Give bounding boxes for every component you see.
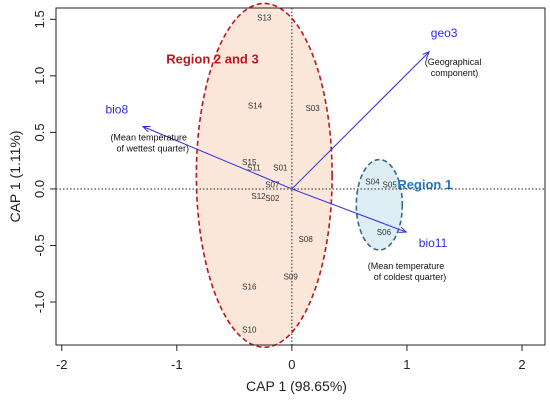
x-tick-label: -2 xyxy=(56,357,68,372)
site-point: S04 xyxy=(365,177,380,186)
y-tick-label: -0.5 xyxy=(32,234,47,256)
vector-label-bio8: bio8 xyxy=(105,103,128,117)
site-point: S13 xyxy=(257,13,272,22)
site-point: S16 xyxy=(242,282,257,291)
y-axis-title: CAP 1 (1.11%) xyxy=(7,130,23,222)
x-tick-label: 1 xyxy=(403,357,410,372)
site-point: S08 xyxy=(299,235,314,244)
x-tick-label: 0 xyxy=(288,357,295,372)
y-tick-label: 1.0 xyxy=(32,67,47,85)
y-tick-label: 1.5 xyxy=(32,10,47,28)
site-point: S05 xyxy=(383,181,398,190)
vector-description: of coldest quarter) xyxy=(374,272,447,282)
region-label: Region 1 xyxy=(397,177,452,192)
site-point: S06 xyxy=(377,228,392,237)
vector-arrow-bio8 xyxy=(143,127,293,190)
region-ellipse xyxy=(355,158,404,251)
site-point: S12 xyxy=(251,192,266,201)
site-point: S03 xyxy=(305,104,320,113)
site-point: S11 xyxy=(247,164,261,173)
site-point: S10 xyxy=(242,325,257,334)
x-tick-label: 2 xyxy=(518,357,525,372)
site-point: S07 xyxy=(265,181,280,190)
y-tick-label: 0.0 xyxy=(32,180,47,198)
x-axis-title: CAP 1 (98.65%) xyxy=(246,378,347,394)
vector-description: component) xyxy=(431,68,479,78)
vector-description: of wettest quarter) xyxy=(116,144,189,154)
x-tick-label: -1 xyxy=(171,357,183,372)
vector-description: (Geographical xyxy=(425,57,482,67)
y-tick-label: -1.0 xyxy=(32,291,47,313)
vector-arrow-geo3 xyxy=(291,52,429,190)
site-point: S09 xyxy=(284,272,299,281)
plot-frame xyxy=(55,7,546,346)
site-point: S02 xyxy=(265,194,280,203)
site-point: S15 xyxy=(242,158,257,167)
vector-label-geo3: geo3 xyxy=(431,26,458,40)
region-label: Region 2 and 3 xyxy=(166,51,258,66)
vector-arrow-bio11 xyxy=(291,188,406,232)
vector-description: (Mean temperature xyxy=(110,133,187,143)
y-tick-label: 0.5 xyxy=(32,123,47,141)
region-ellipse xyxy=(195,2,333,349)
vector-label-bio11: bio11 xyxy=(419,236,448,250)
site-point: S01 xyxy=(273,164,288,173)
vector-description: (Mean temperature xyxy=(368,261,445,271)
site-point: S14 xyxy=(248,101,263,110)
